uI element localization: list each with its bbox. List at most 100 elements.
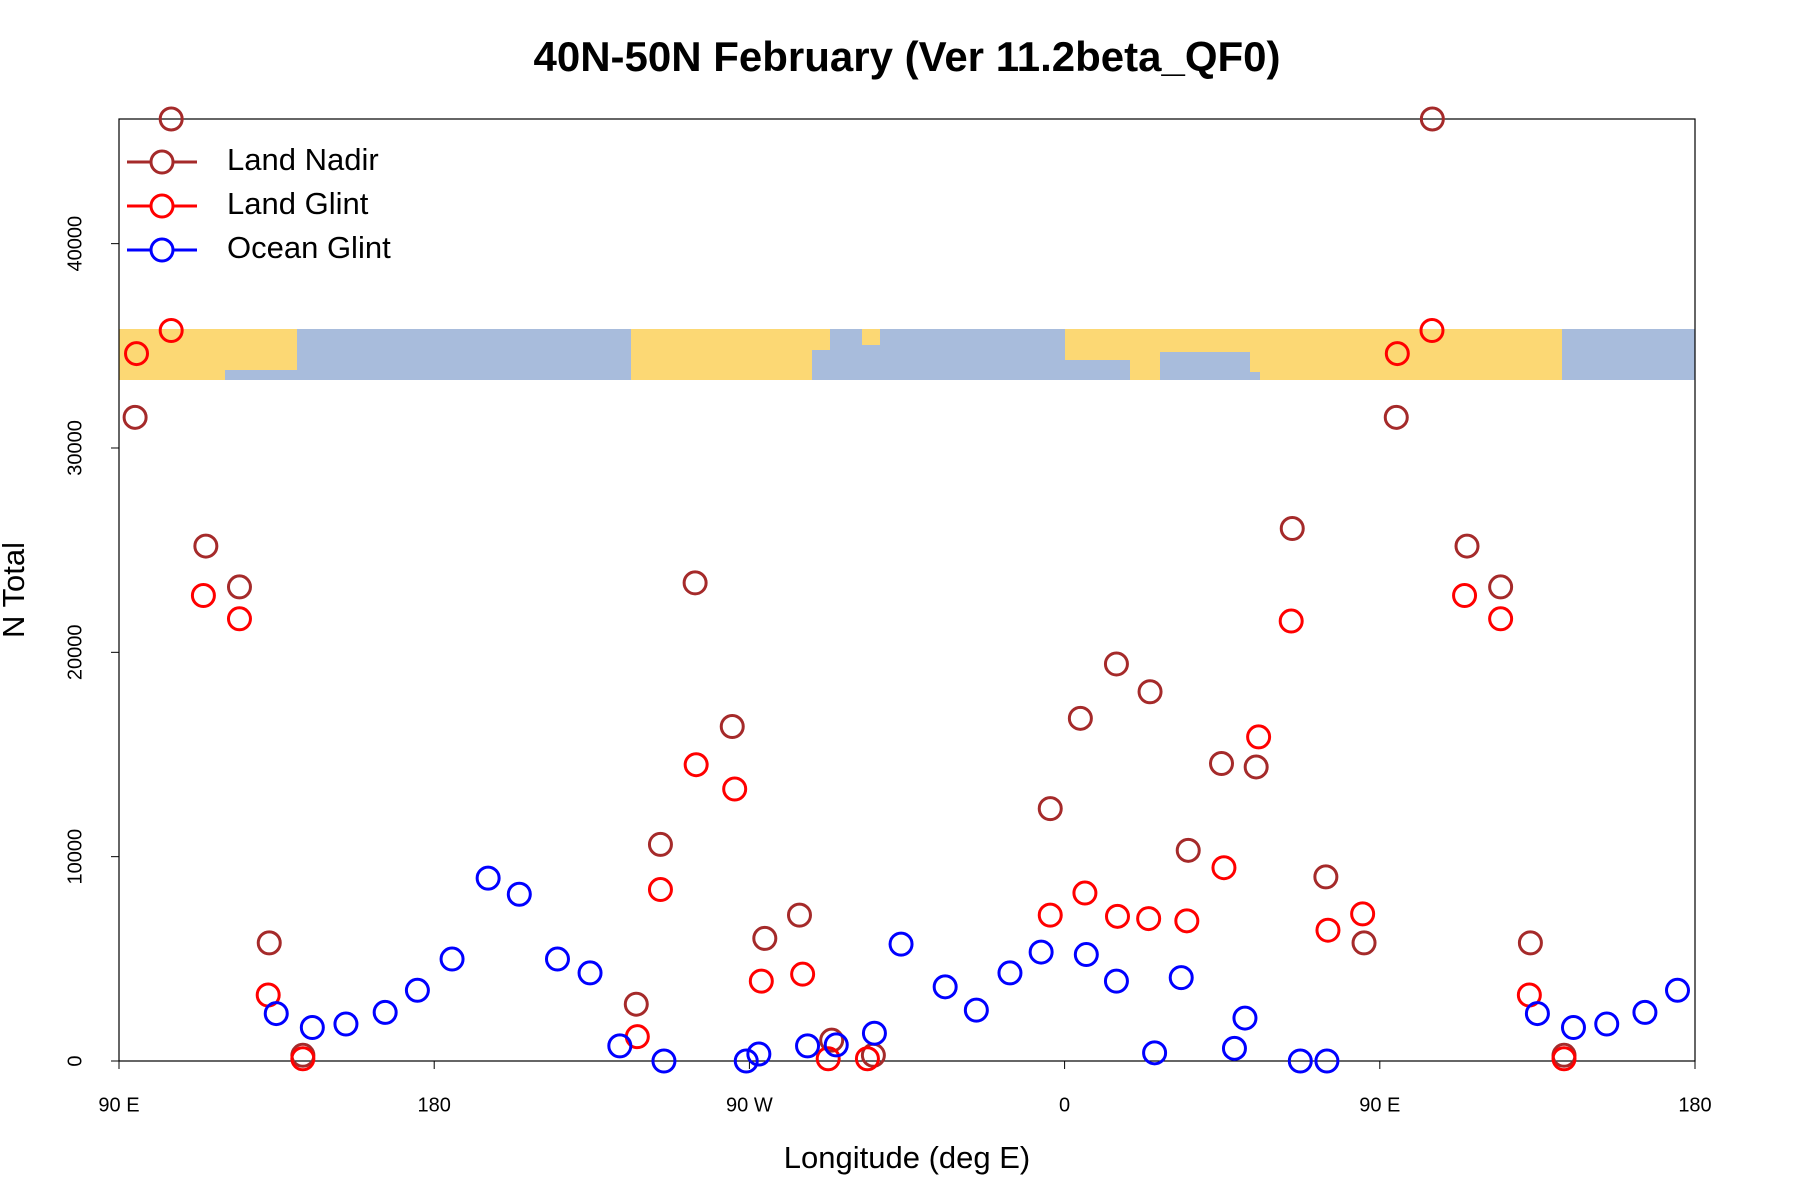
- x-tick-label: 0: [1059, 1094, 1070, 1116]
- data-point: [752, 925, 778, 951]
- data-point: [577, 960, 603, 986]
- data-point: [1279, 515, 1305, 541]
- data-point: [795, 1033, 821, 1059]
- x-tick-label: 180: [1678, 1094, 1711, 1116]
- data-point: [1037, 796, 1063, 822]
- legend-marker: [149, 193, 175, 219]
- data-point: [1524, 1001, 1550, 1027]
- data-point: [623, 991, 649, 1017]
- data-point: [1067, 705, 1093, 731]
- data-point: [1073, 942, 1099, 968]
- data-point: [1028, 939, 1054, 965]
- data-point: [1488, 606, 1514, 632]
- y-axis-label: N Total: [0, 542, 31, 638]
- data-point: [1419, 106, 1445, 132]
- data-point: [1232, 1005, 1258, 1031]
- map-ocean: [225, 370, 297, 380]
- x-tick-label: 90 E: [1359, 1094, 1400, 1116]
- data-point: [263, 1001, 289, 1027]
- data-point: [1384, 341, 1410, 367]
- y-tick-label: 20000: [64, 625, 86, 681]
- data-point: [1632, 999, 1658, 1025]
- data-point: [1246, 724, 1272, 750]
- data-point: [997, 960, 1023, 986]
- data-point: [607, 1033, 633, 1059]
- data-point: [1350, 901, 1376, 927]
- data-point: [748, 968, 774, 994]
- map-land: [862, 329, 880, 345]
- data-point: [190, 583, 216, 609]
- data-point: [1287, 1048, 1313, 1074]
- data-point: [819, 1027, 845, 1053]
- data-point: [1452, 583, 1478, 609]
- data-point: [682, 570, 708, 596]
- data-point: [1278, 608, 1304, 634]
- data-point: [333, 1011, 359, 1037]
- data-point: [122, 404, 148, 430]
- data-point: [158, 106, 184, 132]
- data-point: [722, 776, 748, 802]
- data-point: [1221, 1035, 1247, 1061]
- y-tick-label: 40000: [64, 216, 86, 272]
- data-point: [786, 902, 812, 928]
- data-point: [158, 317, 184, 343]
- data-point: [475, 865, 501, 891]
- data-point: [1313, 864, 1339, 890]
- legend-marker: [149, 149, 175, 175]
- legend-marker: [149, 237, 175, 263]
- data-point: [647, 877, 673, 903]
- data-point: [1488, 574, 1514, 600]
- data-point: [790, 961, 816, 987]
- data-point: [719, 713, 745, 739]
- legend-label: Ocean Glint: [227, 230, 391, 265]
- map-land: [800, 329, 830, 350]
- map-ocean: [1562, 329, 1695, 380]
- data-point: [544, 946, 570, 972]
- data-point: [404, 977, 430, 1003]
- data-point: [647, 831, 673, 857]
- data-point: [1351, 930, 1377, 956]
- data-point: [746, 1041, 772, 1067]
- data-point: [1104, 903, 1130, 929]
- map-ocean: [1065, 360, 1130, 380]
- data-point: [932, 974, 958, 1000]
- x-tick-label: 180: [418, 1094, 451, 1116]
- data-point: [1137, 679, 1163, 705]
- data-point: [372, 999, 398, 1025]
- data-point: [439, 946, 465, 972]
- data-point: [1037, 902, 1063, 928]
- x-tick-label: 90 W: [726, 1094, 773, 1116]
- data-point: [124, 341, 150, 367]
- data-point: [823, 1032, 849, 1058]
- data-point: [226, 606, 252, 632]
- data-point: [861, 1020, 887, 1046]
- plot-layer: 90 E 180 90 W 0 90 E 180 0 10000 20000 30000 40000…: [64, 106, 1712, 1116]
- data-point: [1211, 855, 1237, 881]
- legend-label: Land Glint: [227, 186, 369, 221]
- plot-frame: [118, 118, 1696, 1062]
- data-point: [1419, 317, 1445, 343]
- data-point: [299, 1014, 325, 1040]
- data-point: [1594, 1011, 1620, 1037]
- data-point: [506, 881, 532, 907]
- data-point: [1136, 906, 1162, 932]
- data-point: [651, 1048, 677, 1074]
- data-point: [1454, 533, 1480, 559]
- y-tick-label: 0: [64, 1055, 86, 1066]
- data-point: [1175, 837, 1201, 863]
- legend-label: Land Nadir: [227, 142, 379, 177]
- data-point: [1383, 404, 1409, 430]
- data-point: [733, 1048, 759, 1074]
- y-tick-label: 10000: [64, 829, 86, 885]
- data-point: [1072, 880, 1098, 906]
- data-point: [815, 1046, 841, 1072]
- data-point: [1174, 908, 1200, 934]
- map-strip: [119, 329, 1695, 380]
- data-point: [193, 533, 219, 559]
- map-ocean: [1180, 372, 1260, 380]
- data-point: [1142, 1040, 1168, 1066]
- x-axis-label: Longitude (deg E): [784, 1140, 1030, 1175]
- data-point: [854, 1046, 880, 1072]
- data-point: [963, 997, 989, 1023]
